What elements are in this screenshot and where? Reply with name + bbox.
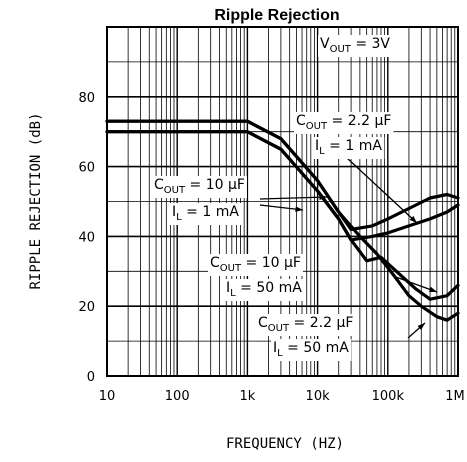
x-tick-label: 100k xyxy=(372,389,405,404)
series-1-label-cout-background xyxy=(294,112,394,134)
leader-series-2-lower-head xyxy=(295,206,303,212)
x-tick-label: 10 xyxy=(99,389,116,404)
series-2-label-il: IL = 1 mA xyxy=(172,204,239,223)
y-tick-labels: 0 20 40 60 80 xyxy=(78,91,95,385)
leader-series-4-head xyxy=(417,323,425,331)
x-tick-label: 10k xyxy=(306,389,331,404)
x-tick-label: 1M xyxy=(445,389,465,404)
condition-label-background xyxy=(318,35,393,57)
series-4-label-cout: COUT = 2.2 μF xyxy=(258,315,353,334)
y-tick-label: 60 xyxy=(78,161,95,176)
y-axis-label: RIPPLE REJECTION (dB) xyxy=(28,112,44,289)
leader-lines xyxy=(259,157,438,339)
series-4-label-il-background xyxy=(271,339,352,361)
series-1-label-il: IL = 1 mA xyxy=(315,138,382,157)
series-4-label-il: IL = 50 mA xyxy=(273,340,349,359)
plot-frame xyxy=(106,26,459,377)
series-curves xyxy=(105,119,460,322)
series-4-label-cout-background xyxy=(256,314,356,336)
y-tick-label: 0 xyxy=(87,370,95,385)
leader-series-2-upper xyxy=(259,196,328,200)
leader-series-3-head xyxy=(429,286,437,293)
leader-series-2-upper-head xyxy=(319,194,327,200)
series-1-label-cout: COUT = 2.2 μF xyxy=(296,113,391,132)
condition-label: VOUT = 3V xyxy=(320,36,390,55)
leader-series-1-head xyxy=(409,215,417,223)
series-3-label-cout-background xyxy=(208,254,303,276)
x-tick-label: 100 xyxy=(165,389,190,404)
series-2-label-il-background xyxy=(170,203,242,225)
series-3-label-il: IL = 50 mA xyxy=(226,280,302,299)
x-axis-label: FREQUENCY (HZ) xyxy=(226,436,344,452)
x-tick-label: 1k xyxy=(239,389,255,404)
series-2-label-cout-background xyxy=(152,176,247,198)
series-2-label-cout: COUT = 10 μF xyxy=(154,177,245,196)
series-1-label-il-background xyxy=(313,137,385,159)
series-line-4 xyxy=(105,119,460,322)
x-tick-labels: 10 100 1k 10k 100k 1M xyxy=(99,389,465,404)
y-tick-label: 80 xyxy=(78,91,95,106)
series-3-label-cout: COUT = 10 μF xyxy=(210,255,301,274)
series-3-label-il-background xyxy=(224,279,305,301)
y-tick-label: 20 xyxy=(78,300,95,315)
annotations: VOUT = 3V COUT = 2.2 μF IL = 1 mA COUT = 10… xyxy=(152,35,394,361)
y-tick-label: 40 xyxy=(78,230,95,245)
series-line-3 xyxy=(105,130,460,301)
chart-title: Ripple Rejection xyxy=(214,7,339,24)
leader-series-3 xyxy=(392,275,438,293)
leader-series-1 xyxy=(346,157,418,224)
